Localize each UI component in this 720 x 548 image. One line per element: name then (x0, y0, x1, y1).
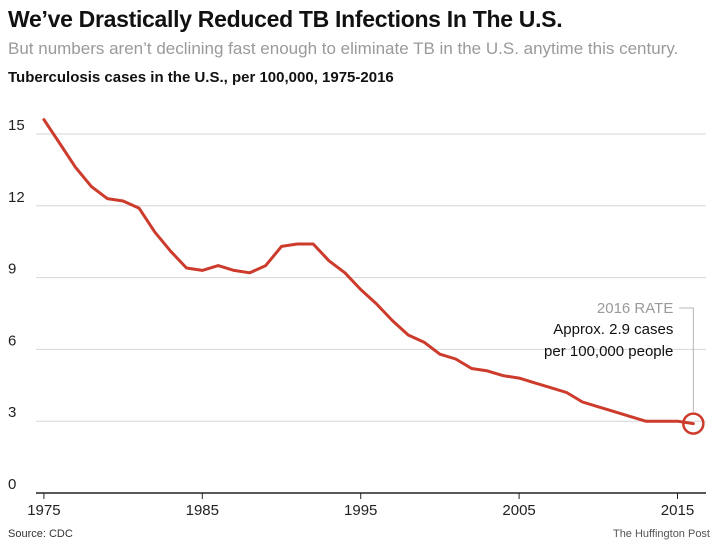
footer-credit: The Huffington Post (612, 528, 710, 540)
highlight-circle (682, 412, 705, 435)
y-tick-label: 12 (8, 189, 25, 206)
y-tick-label: 9 (8, 261, 16, 278)
y-tick-label: 0 (8, 476, 16, 493)
footer-source: Source: CDC (8, 528, 73, 540)
annotation-heading: 2016 RATE (597, 300, 673, 317)
y-axis-ticks: 0 3 6 9 12 15 (8, 117, 25, 493)
annotation-line: per 100,000 people (544, 343, 673, 360)
x-tick-label: 1995 (344, 502, 377, 519)
series-line-0 (42, 118, 695, 426)
y-tick-label: 15 (8, 117, 25, 134)
y-tick-label: 3 (8, 404, 16, 421)
annotation-line: Approx. 2.9 cases (553, 321, 673, 338)
chart-subtitle: But numbers aren’t declining fast enough… (8, 39, 679, 58)
x-tick-label: 2015 (661, 502, 694, 519)
annotation: 2016 RATE Approx. 2.9 cases per 100,000 pe… (544, 300, 705, 435)
x-tick-label: 1985 (186, 502, 219, 519)
y-tick-label: 6 (8, 332, 16, 349)
series-layer (42, 118, 695, 426)
chart-title: We’ve Drastically Reduced TB Infections … (8, 6, 563, 32)
x-tick-label: 2005 (502, 502, 535, 519)
x-axis-ticks: 1975 1985 1995 2005 2015 (27, 493, 694, 519)
x-tick-label: 1975 (27, 502, 60, 519)
gridlines (36, 133, 706, 494)
annotation-leader-line (679, 307, 694, 412)
chart-heading: Tuberculosis cases in the U.S., per 100,… (8, 69, 394, 86)
